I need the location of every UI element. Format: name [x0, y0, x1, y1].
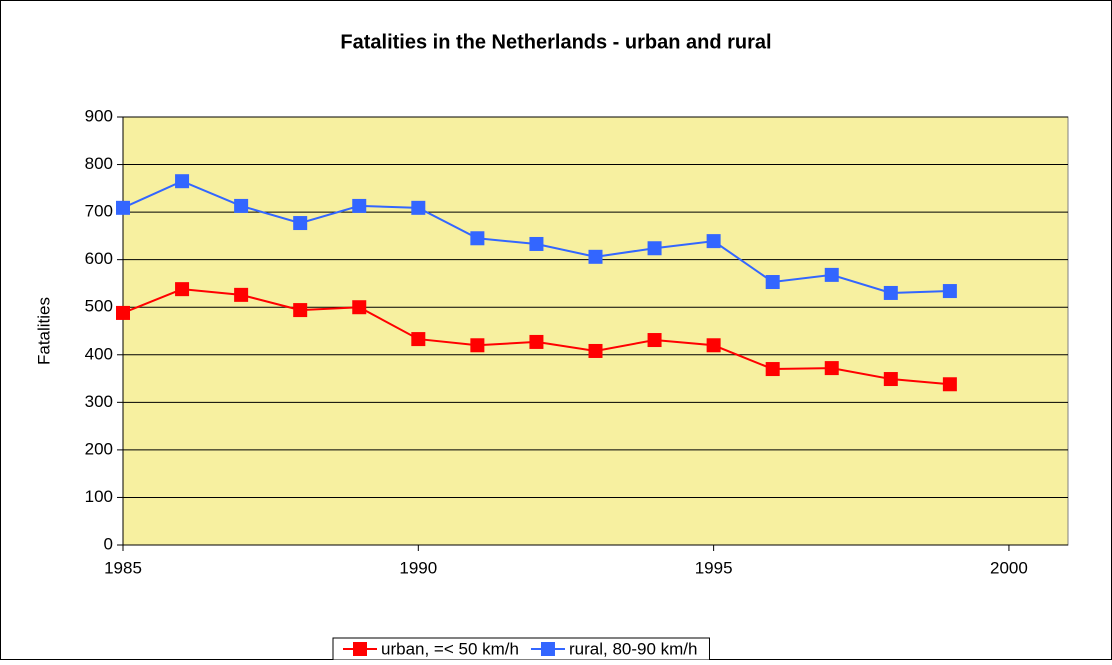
marker — [470, 338, 485, 353]
marker — [824, 267, 839, 282]
y-tick-label: 700 — [85, 202, 113, 221]
y-tick-label: 600 — [85, 249, 113, 268]
marker — [647, 241, 662, 256]
y-tick-label: 200 — [85, 439, 113, 458]
marker — [116, 200, 130, 215]
marker — [411, 200, 426, 215]
marker — [293, 216, 308, 231]
marker — [175, 282, 190, 297]
marker — [352, 300, 367, 315]
marker — [529, 334, 544, 349]
x-tick-label: 1995 — [695, 558, 733, 577]
marker — [116, 305, 130, 320]
legend-label: urban, =< 50 km/h — [381, 639, 519, 658]
marker — [470, 231, 485, 246]
x-tick-label: 1990 — [399, 558, 437, 577]
marker — [706, 338, 721, 353]
plot-area — [122, 116, 1069, 546]
marker — [942, 284, 957, 299]
legend-label: rural, 80-90 km/h — [569, 639, 698, 658]
y-axis-label: Fatalities — [34, 297, 53, 365]
marker — [588, 249, 603, 264]
legend: urban, =< 50 km/h rural, 80-90 km/h — [332, 637, 710, 661]
y-tick-label: 800 — [85, 154, 113, 173]
y-tick-label: 100 — [85, 487, 113, 506]
marker — [234, 287, 249, 302]
marker — [234, 198, 249, 213]
marker — [352, 198, 367, 213]
x-tick-label: 2000 — [990, 558, 1028, 577]
marker — [293, 303, 308, 318]
y-tick-label: 500 — [85, 297, 113, 316]
y-tick-label: 0 — [104, 534, 113, 553]
chart-title: Fatalities in the Netherlands - urban an… — [340, 31, 771, 53]
marker — [411, 332, 426, 347]
legend-marker — [353, 642, 367, 656]
y-tick-label: 400 — [85, 344, 113, 363]
marker — [765, 275, 780, 290]
y-tick-label: 300 — [85, 392, 113, 411]
marker — [175, 174, 190, 189]
x-tick-label: 1985 — [104, 558, 142, 577]
legend-marker — [540, 642, 555, 656]
marker — [883, 285, 898, 300]
marker — [942, 377, 957, 392]
marker — [706, 234, 721, 249]
marker — [765, 362, 780, 377]
marker — [529, 236, 544, 251]
marker — [647, 333, 662, 348]
y-tick-label: 900 — [85, 106, 113, 125]
marker — [588, 343, 603, 358]
marker — [824, 361, 839, 376]
marker — [883, 372, 898, 387]
